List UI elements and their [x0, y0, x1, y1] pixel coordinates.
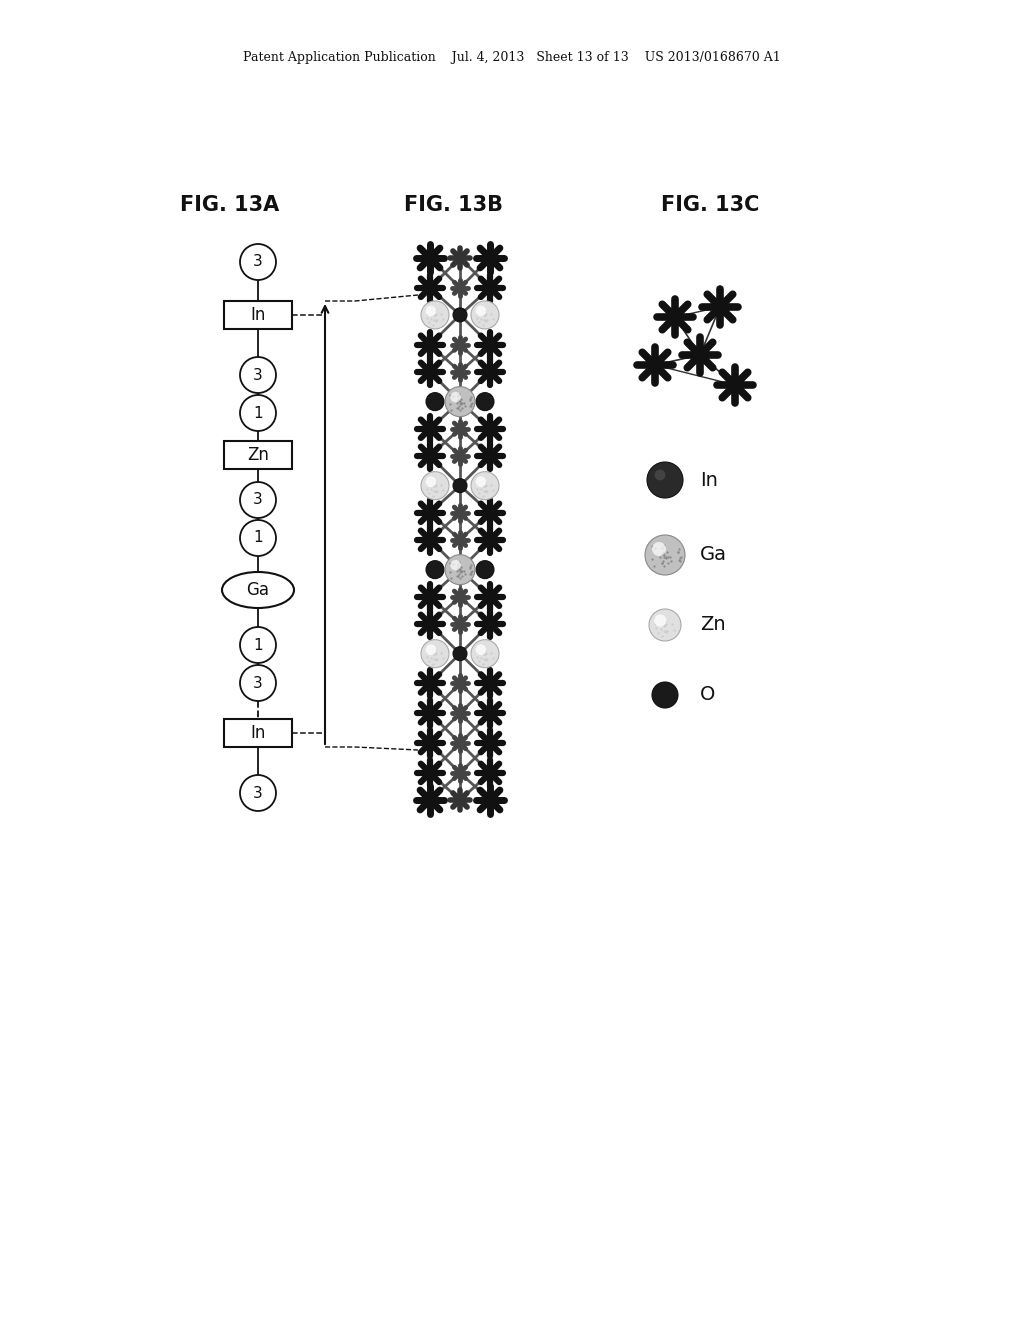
Text: Patent Application Publication    Jul. 4, 2013   Sheet 13 of 13    US 2013/01686: Patent Application Publication Jul. 4, 2…: [243, 51, 781, 65]
Circle shape: [240, 482, 276, 517]
Circle shape: [240, 520, 276, 556]
Text: FIG. 13B: FIG. 13B: [403, 195, 503, 215]
Circle shape: [451, 560, 461, 570]
Circle shape: [453, 479, 467, 492]
Circle shape: [240, 665, 276, 701]
Circle shape: [475, 644, 486, 655]
Circle shape: [426, 644, 436, 655]
Text: 1: 1: [253, 531, 263, 545]
Circle shape: [453, 647, 467, 660]
Text: FIG. 13A: FIG. 13A: [180, 195, 280, 215]
Text: Zn: Zn: [247, 446, 269, 465]
Circle shape: [421, 301, 449, 329]
Bar: [224, 719, 292, 747]
Text: 3: 3: [253, 785, 263, 800]
Circle shape: [645, 535, 685, 576]
Circle shape: [426, 392, 444, 411]
Text: Ga: Ga: [700, 545, 727, 565]
Circle shape: [476, 561, 494, 578]
Text: O: O: [700, 685, 716, 705]
Circle shape: [240, 356, 276, 393]
Text: 1: 1: [253, 405, 263, 421]
Bar: [224, 441, 292, 469]
Circle shape: [654, 614, 667, 627]
Circle shape: [471, 640, 499, 668]
Circle shape: [471, 301, 499, 329]
Circle shape: [445, 554, 475, 585]
Text: 3: 3: [253, 255, 263, 269]
Circle shape: [240, 395, 276, 432]
Text: 1: 1: [253, 638, 263, 652]
Circle shape: [421, 471, 449, 500]
Circle shape: [451, 392, 461, 403]
Text: In: In: [250, 306, 265, 323]
Circle shape: [453, 308, 467, 322]
Ellipse shape: [222, 572, 294, 609]
Circle shape: [426, 306, 436, 317]
Circle shape: [426, 561, 444, 578]
Circle shape: [652, 682, 678, 708]
Circle shape: [649, 609, 681, 642]
Text: 3: 3: [253, 492, 263, 507]
Circle shape: [471, 471, 499, 500]
Circle shape: [240, 775, 276, 810]
Text: FIG. 13C: FIG. 13C: [660, 195, 759, 215]
Bar: [224, 301, 292, 329]
Circle shape: [421, 640, 449, 668]
Circle shape: [475, 477, 486, 487]
Circle shape: [475, 306, 486, 317]
Circle shape: [426, 477, 436, 487]
Text: Zn: Zn: [700, 615, 726, 635]
Text: Ga: Ga: [247, 581, 269, 599]
Circle shape: [240, 627, 276, 663]
Text: In: In: [250, 723, 265, 742]
Circle shape: [445, 387, 475, 417]
Text: 3: 3: [253, 367, 263, 383]
Circle shape: [652, 543, 666, 556]
Circle shape: [240, 244, 276, 280]
Circle shape: [647, 462, 683, 498]
Text: In: In: [700, 470, 718, 490]
Circle shape: [476, 392, 494, 411]
Circle shape: [654, 470, 666, 480]
Text: 3: 3: [253, 676, 263, 690]
